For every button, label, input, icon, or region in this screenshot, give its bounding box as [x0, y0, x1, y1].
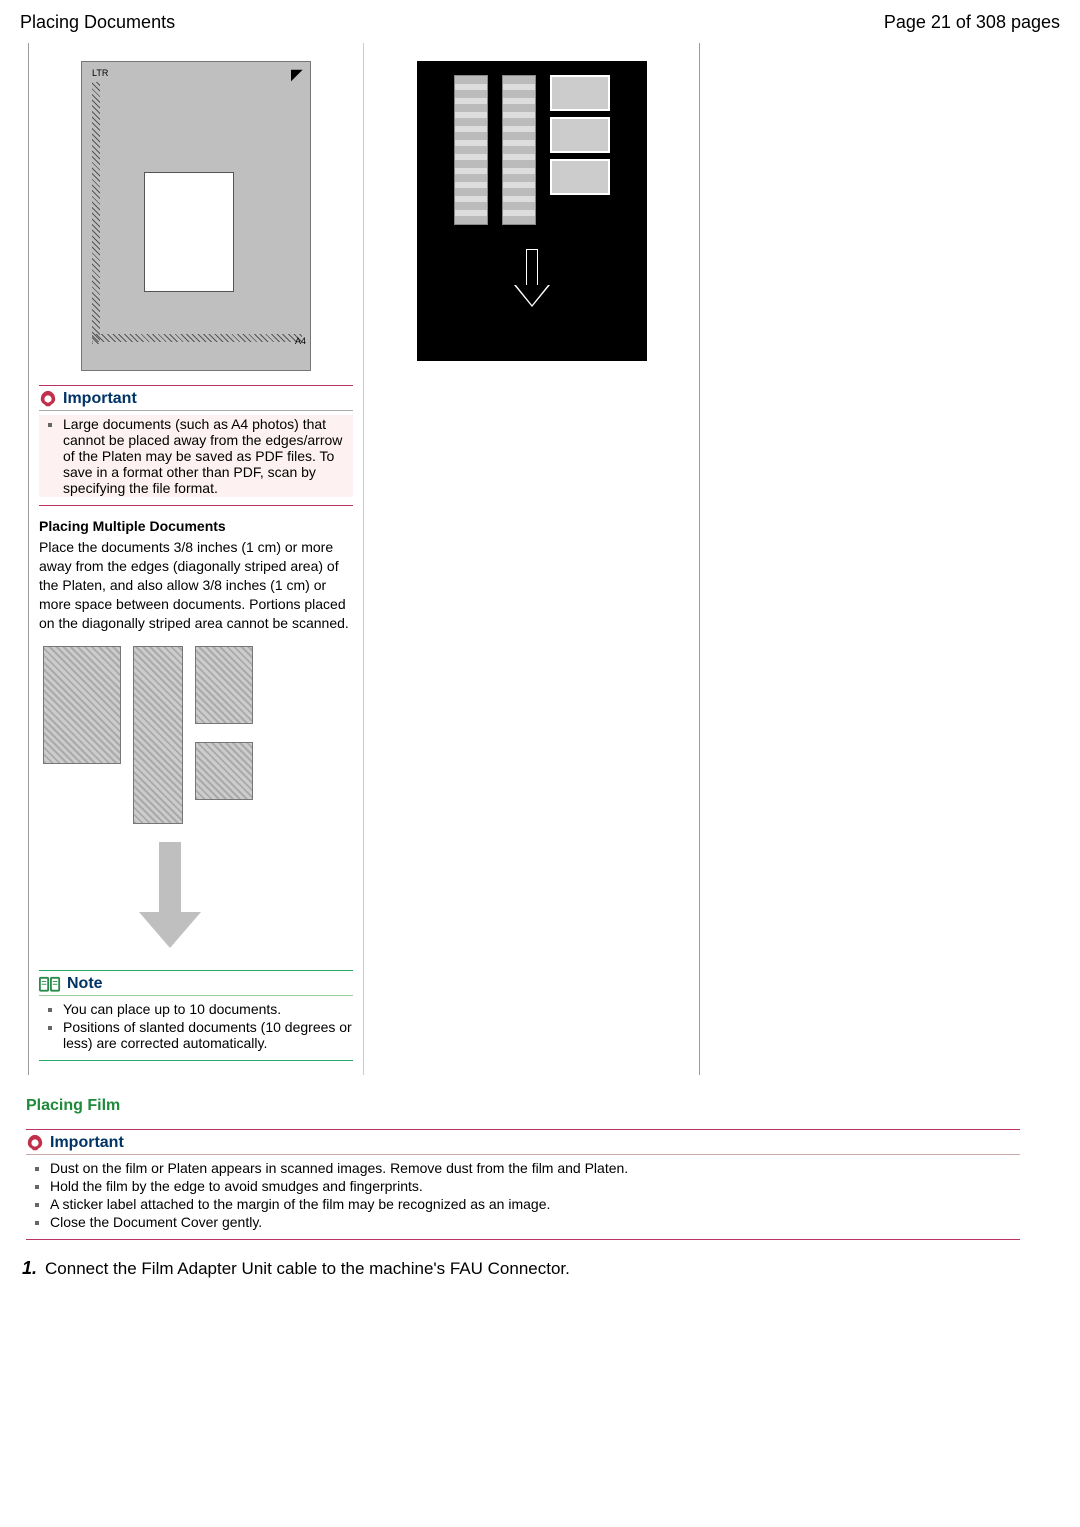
- important-icon: [39, 390, 57, 408]
- note-item: Positions of slanted documents (10 degre…: [63, 1018, 353, 1052]
- important-item: Hold the film by the edge to avoid smudg…: [50, 1177, 1020, 1195]
- film-strip: [454, 75, 488, 225]
- film-diagram: [417, 61, 647, 361]
- right-column: [364, 43, 699, 1075]
- important-callout-1: Important Large documents (such as A4 ph…: [39, 385, 353, 506]
- important-title-text: Important: [63, 390, 137, 408]
- two-column-region: LTR ◤ A4 Important Large documents (such…: [28, 43, 700, 1075]
- thumb-c: [195, 646, 253, 724]
- step-1: 1. Connect the Film Adapter Unit cable t…: [22, 1258, 1060, 1279]
- important-title: Important: [39, 386, 353, 410]
- note-title-text: Note: [67, 975, 103, 993]
- placing-multiple-paragraph: Place the documents 3/8 inches (1 cm) or…: [39, 538, 353, 632]
- left-column: LTR ◤ A4 Important Large documents (such…: [29, 43, 364, 1075]
- important-icon: [26, 1134, 44, 1152]
- hatched-margin-horizontal: [92, 334, 302, 342]
- alignment-arrow-icon: ◤: [291, 66, 302, 83]
- important-item: Close the Document Cover gently.: [50, 1213, 1020, 1231]
- important-title: Important: [26, 1130, 1020, 1154]
- page-title: Placing Documents: [20, 12, 175, 33]
- hatched-margin-vertical: [92, 82, 100, 344]
- note-item: You can place up to 10 documents.: [63, 1000, 353, 1018]
- thumb-d: [195, 742, 253, 800]
- multi-doc-diagram: [39, 646, 353, 952]
- thumb-b: [133, 646, 183, 824]
- document-rect: [144, 172, 234, 292]
- slide-frame: [550, 159, 610, 195]
- placing-multiple-heading: Placing Multiple Documents: [39, 518, 353, 534]
- note-title: Note: [39, 971, 353, 995]
- page-indicator: Page 21 of 308 pages: [884, 12, 1060, 33]
- important-item: Large documents (such as A4 photos) that…: [63, 415, 353, 497]
- down-arrow-icon: [139, 842, 199, 952]
- down-arrow-outline-icon: [514, 249, 550, 311]
- step-text: Connect the Film Adapter Unit cable to t…: [45, 1259, 570, 1279]
- thumb-a: [43, 646, 121, 764]
- label-a4: A4: [295, 336, 306, 346]
- note-callout: Note You can place up to 10 documents. P…: [39, 970, 353, 1061]
- important-title-text: Important: [50, 1134, 124, 1152]
- platen-diagram: LTR ◤ A4: [81, 61, 311, 371]
- note-icon: [39, 976, 61, 992]
- slide-frame: [550, 117, 610, 153]
- placing-film-heading: Placing Film: [26, 1097, 1060, 1115]
- film-strip: [502, 75, 536, 225]
- important-callout-2: Important Dust on the film or Platen app…: [26, 1129, 1020, 1240]
- important-item: A sticker label attached to the margin o…: [50, 1195, 1020, 1213]
- important-item: Dust on the film or Platen appears in sc…: [50, 1159, 1020, 1177]
- slide-frame: [550, 75, 610, 111]
- slide-stack: [550, 75, 610, 225]
- step-number: 1.: [22, 1258, 37, 1279]
- label-ltr: LTR: [92, 68, 108, 78]
